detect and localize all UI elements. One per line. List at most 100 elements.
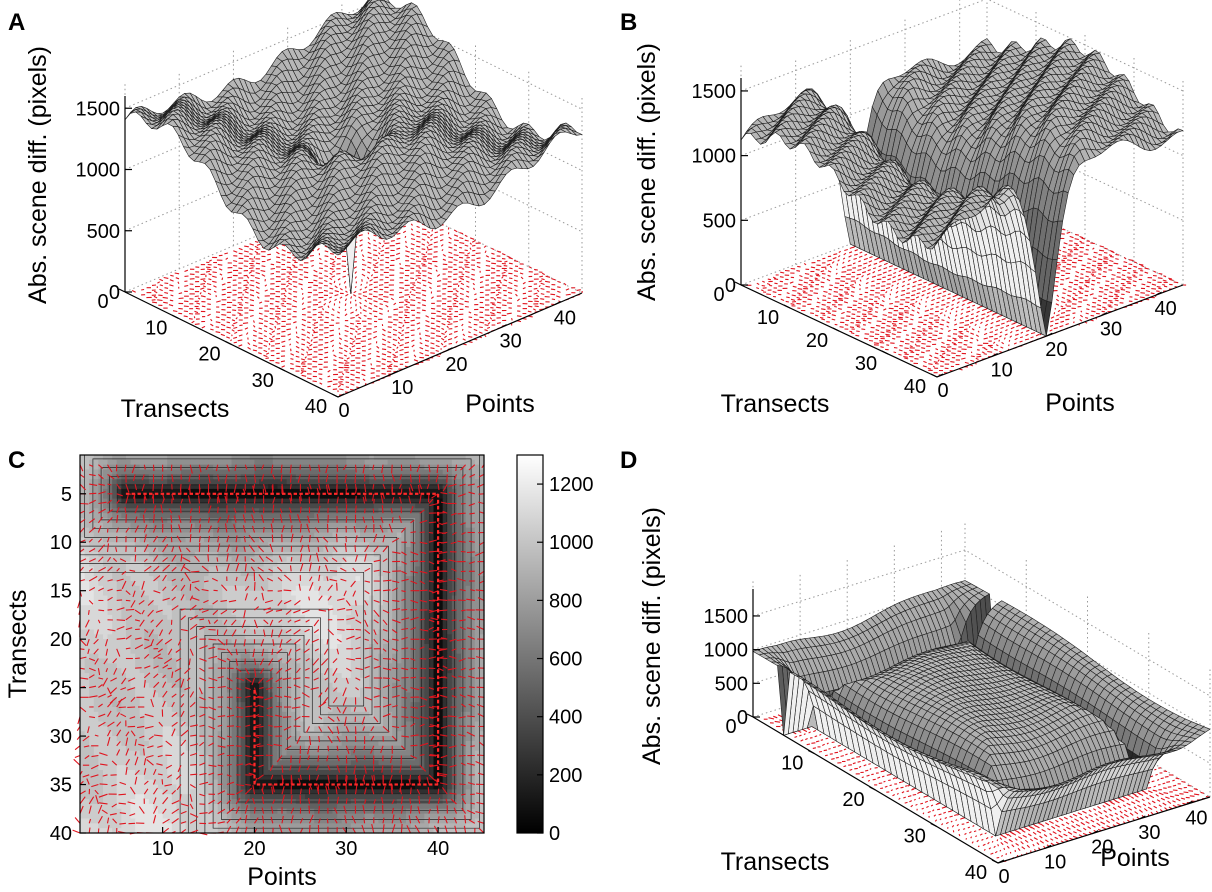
quiver-arrow	[815, 273, 820, 276]
quiver-arrow	[376, 350, 380, 353]
quiver-arrow	[268, 342, 271, 346]
quiver-arrow	[240, 298, 244, 301]
quiver-arrow	[361, 258, 365, 262]
quiver-arrow	[380, 249, 385, 253]
quiver-arrow	[872, 267, 877, 270]
quiver-arrow	[496, 260, 502, 262]
quiver-arrow	[986, 315, 990, 318]
quiver-arrow	[271, 330, 276, 333]
quiver-arrow	[291, 264, 296, 267]
quiver-arrow	[265, 357, 269, 360]
quiver-arrow	[357, 327, 362, 331]
quiver-arrow	[151, 299, 156, 301]
quiver-arrow	[169, 284, 174, 287]
quiver-arrow	[519, 272, 524, 275]
quiver-arrow	[170, 294, 174, 297]
quiver-arrow	[327, 305, 330, 309]
quiver-arrow	[941, 319, 945, 322]
quiver-arrow	[215, 331, 221, 334]
quiver-arrow	[301, 302, 305, 305]
quiver-arrow	[404, 235, 407, 238]
quiver-arrow	[922, 334, 927, 336]
quiver-arrow	[951, 299, 956, 302]
quiver-arrow	[957, 297, 961, 300]
quiver-arrow	[338, 327, 340, 330]
quiver-arrow	[924, 305, 927, 308]
quiver-arrow	[417, 277, 422, 279]
quiver-arrow	[329, 272, 333, 275]
quiver-arrow	[203, 279, 207, 283]
quiver-arrow	[951, 303, 954, 306]
quiver-arrow	[421, 263, 426, 266]
quiver-arrow	[911, 309, 915, 312]
quiver-arrow	[310, 339, 313, 342]
quiver-arrow	[786, 296, 790, 299]
quiver-arrow	[888, 265, 893, 268]
quiver-arrow	[427, 281, 432, 285]
quiver-arrow	[825, 310, 830, 313]
quiver-arrow	[956, 306, 959, 309]
quiver-arrow	[838, 297, 843, 300]
quiver-arrow	[443, 340, 447, 343]
quiver-arrow	[405, 255, 410, 258]
quiver-arrow	[468, 336, 473, 338]
quiver-arrow	[484, 324, 489, 327]
quiver-arrow	[960, 296, 964, 299]
quiver-arrow	[344, 313, 348, 317]
quiver-arrow	[290, 353, 295, 356]
quiver-arrow	[311, 334, 314, 337]
quiver-arrow	[359, 301, 362, 305]
quiver-arrow	[455, 294, 459, 298]
quiver-arrow	[323, 302, 327, 306]
quiver-arrow	[292, 281, 298, 283]
quiver-arrow	[399, 296, 404, 299]
quiver-arrow	[831, 314, 836, 317]
quiver-arrow	[1061, 259, 1065, 262]
quiver-arrow	[855, 334, 860, 337]
quiver-arrow	[323, 331, 329, 334]
quiver-arrow	[965, 319, 970, 322]
quiver-arrow	[502, 299, 507, 302]
quiver-arrow	[367, 256, 373, 259]
quiver-arrow	[483, 245, 487, 248]
quiver-arrow	[541, 278, 545, 281]
quiver-arrow	[201, 305, 206, 308]
quiver-arrow	[834, 286, 839, 289]
quiver-arrow	[469, 242, 472, 245]
quiver-arrow	[263, 325, 268, 328]
x-tick-label: 0	[97, 291, 108, 313]
quiver-arrow	[221, 314, 227, 316]
quiver-arrow	[249, 258, 254, 260]
quiver-arrow	[258, 301, 263, 304]
quiver-arrow	[221, 318, 226, 321]
quiver-arrow	[162, 296, 168, 299]
quiver-arrow	[809, 275, 813, 277]
quiver-arrow	[885, 287, 891, 290]
quiver-arrow	[1102, 260, 1108, 263]
quiver-arrow	[833, 291, 838, 293]
quiver-arrow	[393, 323, 397, 326]
quiver-arrow	[425, 324, 430, 328]
quiver-arrow	[401, 329, 405, 332]
quiver-arrow	[917, 288, 921, 290]
quiver-arrow	[276, 256, 281, 259]
quiver-arrow	[961, 303, 965, 307]
quiver-arrow	[923, 281, 927, 284]
quiver-arrow	[361, 268, 366, 271]
quiver-arrow	[431, 229, 434, 232]
quiver-arrow	[298, 278, 303, 281]
quiver-arrow	[287, 333, 292, 336]
quiver-arrow	[260, 269, 266, 272]
quiver-arrow	[367, 357, 372, 361]
quiver-arrow	[910, 273, 915, 276]
quiver-arrow	[290, 362, 294, 365]
quiver-arrow	[453, 254, 459, 257]
quiver-arrow	[421, 233, 427, 236]
quiver-arrow	[159, 288, 163, 292]
quiver-arrow	[490, 302, 495, 304]
x-tick-mark	[225, 340, 232, 346]
quiver-arrow	[367, 232, 370, 235]
quiver-arrow	[178, 292, 183, 295]
quiver-arrow	[367, 246, 371, 249]
quiver-arrow	[904, 342, 910, 345]
